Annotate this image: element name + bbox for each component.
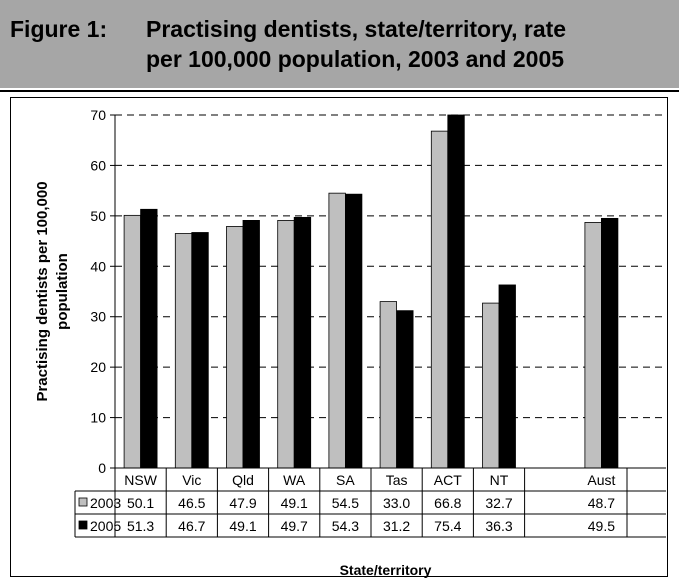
- x-tick-label: Qld: [232, 472, 254, 488]
- bar-2003-NSW: [123, 214, 141, 469]
- data-label: 54.3: [332, 518, 359, 534]
- data-label: 46.5: [178, 495, 205, 511]
- bar-2003-Aust: [584, 222, 602, 469]
- x-tick-label: Tas: [386, 472, 408, 488]
- x-tick-label: WA: [283, 472, 306, 488]
- data-label: 48.7: [588, 495, 615, 511]
- bar-2005-WA: [293, 216, 312, 469]
- data-label: 66.8: [434, 495, 461, 511]
- y-tick-label: 0: [98, 460, 106, 476]
- x-tick-label: ACT: [434, 472, 462, 488]
- bar-2005-NT: [498, 284, 516, 469]
- figure-title-line-2: per 100,000 population, 2003 and 2005: [146, 46, 565, 72]
- data-label: 50.1: [127, 495, 154, 511]
- x-tick-label: Aust: [587, 472, 615, 488]
- chart-frame: [10, 97, 668, 577]
- data-label: 32.7: [485, 495, 512, 511]
- y-tick-label: 30: [90, 309, 106, 325]
- legend-label: 2003: [90, 495, 121, 511]
- bar-2003-NT: [482, 302, 500, 469]
- legend-label: 2005: [90, 518, 121, 534]
- figure-title-bar: Figure 1: Practising dentists, state/ter…: [0, 0, 679, 88]
- data-label: 49.1: [229, 518, 256, 534]
- data-label: 54.5: [332, 495, 359, 511]
- bar-2005-ACT: [447, 114, 465, 469]
- figure-label: Figure 1:: [10, 16, 108, 42]
- bar-2005-Tas: [396, 310, 414, 469]
- y-tick-label: 60: [90, 157, 106, 173]
- legend-swatch-2005: [78, 520, 88, 530]
- data-label: 46.7: [178, 518, 205, 534]
- bar-2005-Vic: [191, 232, 209, 469]
- data-label: 31.2: [383, 518, 410, 534]
- x-tick-label: NT: [490, 472, 509, 488]
- bar-2005-Qld: [242, 219, 260, 469]
- bar-2005-Aust: [601, 217, 619, 469]
- bar-2003-Tas: [379, 301, 398, 469]
- data-label: 75.4: [434, 518, 461, 534]
- data-label: 33.0: [383, 495, 410, 511]
- bar-2005-SA: [344, 193, 363, 469]
- y-tick-label: 70: [90, 107, 106, 123]
- bar-2003-Vic: [174, 233, 193, 469]
- x-tick-label: Vic: [182, 472, 201, 488]
- y-tick-label: 10: [90, 410, 106, 426]
- data-label: 51.3: [127, 518, 154, 534]
- bar-2003-SA: [328, 192, 346, 469]
- bar-2005-NSW: [140, 208, 158, 469]
- x-tick-label: NSW: [124, 472, 157, 488]
- x-tick-label: SA: [336, 472, 355, 488]
- figure-title-line-1: Practising dentists, state/territory, ra…: [146, 16, 567, 42]
- y-tick-label: 50: [90, 208, 106, 224]
- y-tick-label: 20: [90, 359, 106, 375]
- y-axis-title-line-1: Practising dentists per 100,000: [34, 181, 51, 401]
- bar-2003-WA: [277, 219, 295, 469]
- legend-swatch-2003: [78, 497, 88, 507]
- data-label: 49.7: [281, 518, 308, 534]
- bar-2003-Qld: [226, 226, 244, 469]
- data-label: 36.3: [485, 518, 512, 534]
- title-divider: [0, 90, 679, 92]
- data-label: 49.1: [281, 495, 308, 511]
- x-axis-title: State/territory: [340, 562, 432, 578]
- data-label: 49.5: [588, 518, 615, 534]
- y-tick-label: 40: [90, 258, 106, 274]
- data-label: 47.9: [229, 495, 256, 511]
- bar-2003-ACT: [430, 130, 449, 469]
- y-axis-title-line-2: population: [54, 253, 71, 330]
